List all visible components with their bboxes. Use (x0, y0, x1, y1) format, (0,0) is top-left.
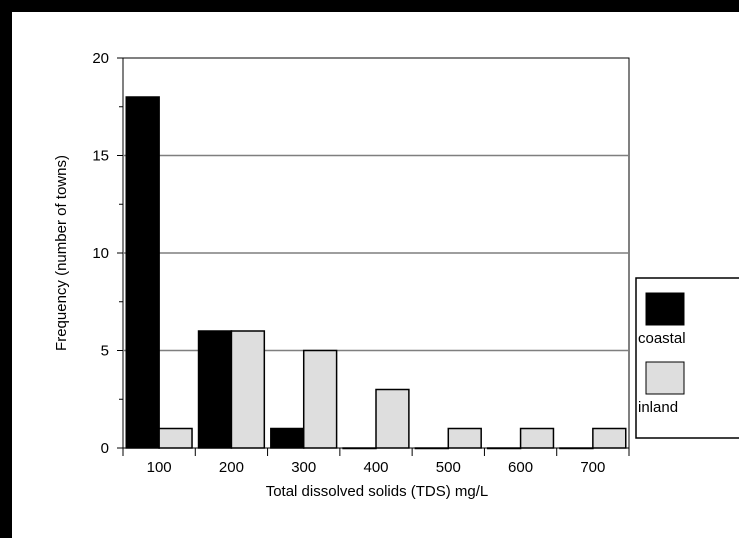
x-tick-label: 400 (363, 459, 388, 476)
bars (125, 96, 627, 450)
frame-left-border (0, 0, 12, 538)
bar-inland-100 (158, 427, 193, 449)
x-tick-label: 300 (291, 459, 316, 476)
bar-inland-300 (302, 349, 338, 449)
x-axis-title: Total dissolved solids (TDS) mg/L (266, 483, 489, 500)
bar-coastal-200 (197, 330, 233, 449)
frame-top-border (0, 0, 739, 12)
legend-swatch-inland (645, 361, 685, 395)
x-tick-label: 500 (436, 459, 461, 476)
bar-coastal-700 (559, 447, 594, 450)
x-tick-label: 100 (147, 459, 172, 476)
bar-inland-600 (519, 427, 555, 449)
y-axis-title: Frequency (number of towns) (53, 155, 70, 351)
y-tick-label: 0 (101, 440, 109, 457)
bar-coastal-600 (486, 447, 522, 450)
bar-inland-400 (375, 388, 410, 449)
bar-coastal-400 (342, 447, 377, 450)
x-tick-label: 600 (508, 459, 533, 476)
x-tick-label: 700 (580, 459, 605, 476)
bar-inland-200 (230, 330, 266, 449)
y-tick-label: 20 (92, 50, 109, 67)
bar-inland-700 (592, 427, 627, 449)
x-tick-label: 200 (219, 459, 244, 476)
y-tick-label: 10 (92, 245, 109, 262)
bar-coastal-500 (414, 447, 450, 450)
y-tick-label: 5 (101, 343, 109, 360)
bar-inland-500 (447, 427, 482, 449)
legend-label-coastal: coastal (638, 330, 686, 347)
y-axis: 0 5 10 15 20 (92, 50, 123, 457)
x-axis: 100 200 300 400 500 600 700 (122, 448, 630, 476)
legend-swatch-coastal (645, 292, 685, 326)
y-tick-label: 15 (92, 148, 109, 165)
bar-coastal-300 (270, 427, 305, 449)
legend-label-inland: inland (638, 399, 678, 416)
legend: coastal inland (635, 277, 739, 439)
bar-coastal-100 (125, 96, 160, 449)
